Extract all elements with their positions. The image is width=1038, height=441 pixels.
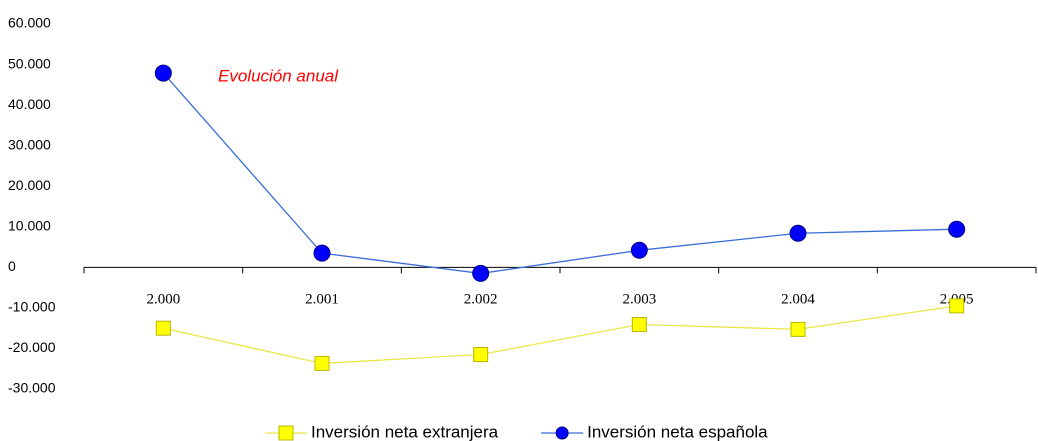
data-point (472, 264, 490, 282)
y-tick-label: 20.000 (8, 177, 51, 193)
x-tick-label: 2.002 (464, 291, 498, 307)
y-tick-label: 50.000 (8, 55, 51, 71)
y-tick-label: 40.000 (8, 96, 51, 112)
x-tick-label: 2.003 (622, 291, 656, 307)
legend-label: Inversión neta extranjera (311, 422, 499, 441)
y-tick-label: -20.000 (8, 339, 56, 355)
data-point (790, 321, 806, 337)
y-tick-label: -10.000 (8, 299, 56, 315)
legend-marker (555, 426, 569, 440)
data-point (313, 244, 331, 262)
data-point (949, 298, 965, 314)
data-point (155, 320, 171, 336)
y-tick-label: -30.000 (8, 380, 56, 396)
data-point (789, 224, 807, 242)
y-tick-label: 0 (8, 258, 16, 274)
series-line (163, 305, 957, 365)
x-tick-label: 2.001 (305, 291, 339, 307)
y-tick-label: 10.000 (8, 217, 51, 233)
data-point (314, 355, 330, 371)
data-point (948, 220, 966, 238)
annotation: Evolución anual (218, 66, 339, 85)
data-point (473, 347, 489, 363)
y-tick-label: 60.000 (8, 15, 51, 31)
legend-label: Inversión neta española (587, 422, 768, 441)
data-point (631, 317, 647, 333)
x-tick-label: 2.004 (781, 291, 815, 307)
series-line (162, 72, 957, 275)
legend-marker (278, 425, 294, 441)
y-tick-label: 30.000 (8, 136, 51, 152)
data-point (630, 241, 648, 259)
data-point (154, 64, 172, 82)
x-tick-label: 2.000 (146, 291, 180, 307)
